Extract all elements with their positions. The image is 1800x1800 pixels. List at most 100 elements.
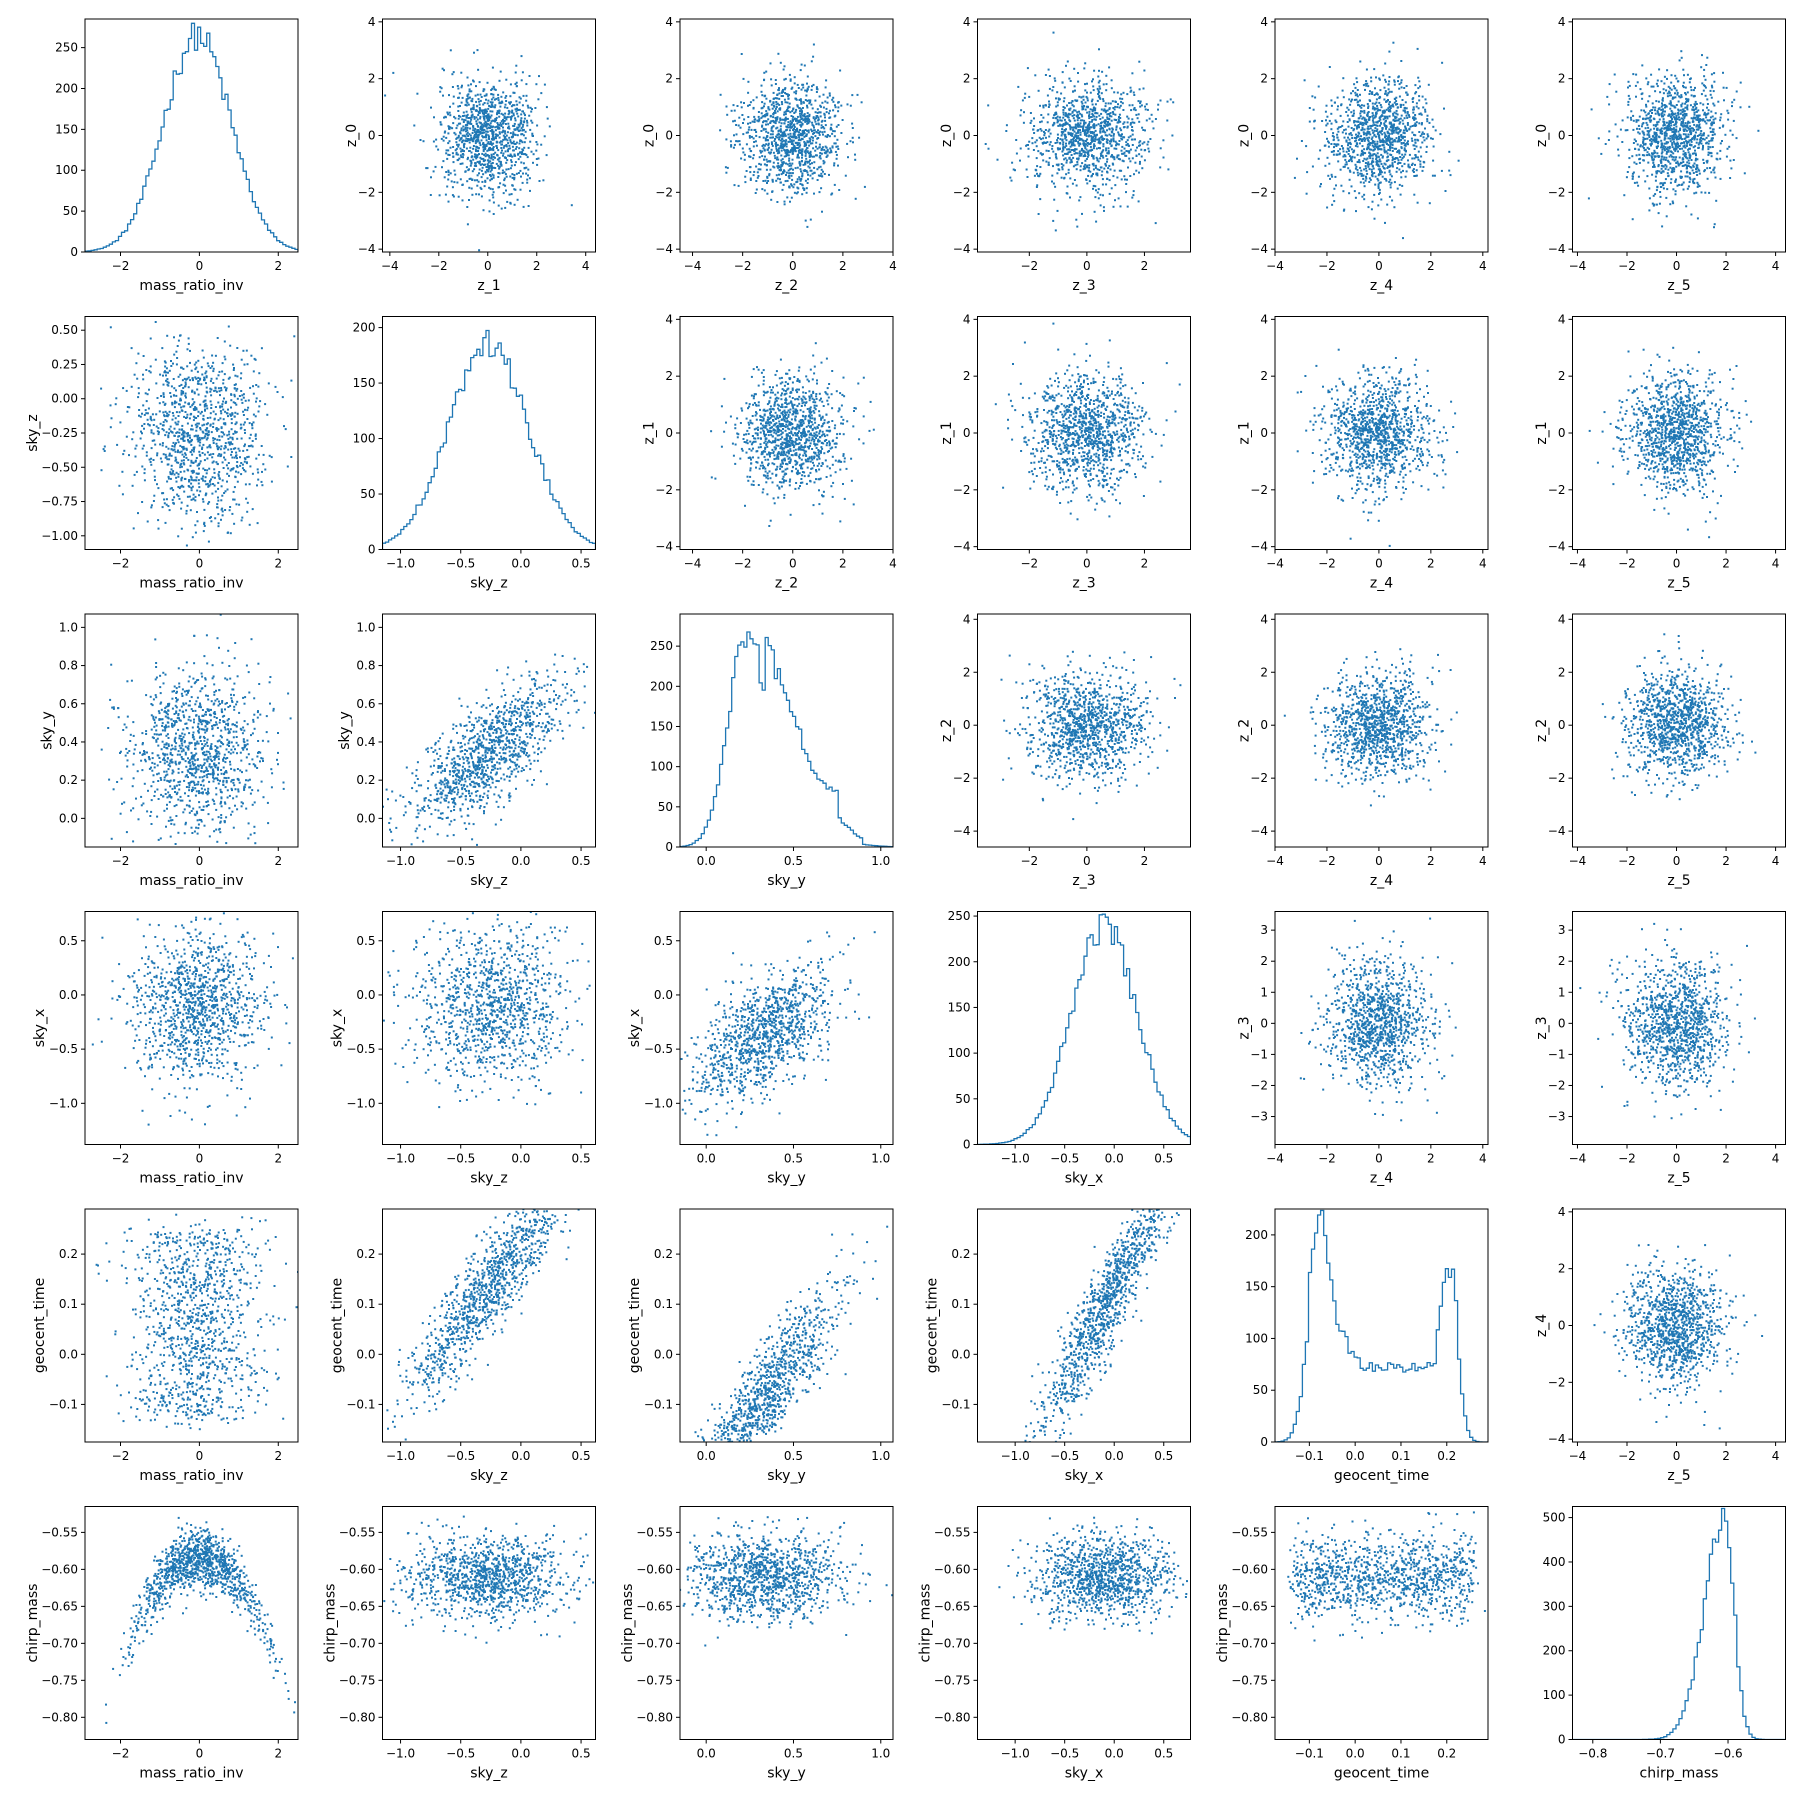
scatter-point xyxy=(1376,109,1379,112)
scatter-point xyxy=(461,118,464,121)
scatter-point xyxy=(453,131,456,134)
scatter-point xyxy=(479,122,482,125)
scatter-point xyxy=(1389,173,1392,176)
scatter-point xyxy=(1391,156,1394,159)
scatter-point xyxy=(1159,99,1162,102)
scatter-point xyxy=(1126,93,1129,96)
scatter-point xyxy=(1368,151,1371,154)
scatter-point xyxy=(465,114,468,117)
scatter-point xyxy=(778,103,781,106)
scatter-point xyxy=(1348,118,1351,121)
scatter-point xyxy=(807,122,810,125)
scatter-point xyxy=(535,141,538,143)
scatter-point xyxy=(489,126,492,129)
scatter-point xyxy=(1084,89,1087,92)
scatter-point xyxy=(1071,100,1074,103)
scatter-point xyxy=(500,120,503,123)
scatter-point xyxy=(1082,127,1084,130)
scatter-point xyxy=(809,174,812,177)
scatter-point xyxy=(509,132,512,135)
scatter-point xyxy=(485,130,488,133)
scatter-point xyxy=(777,164,780,167)
scatter-point xyxy=(820,105,822,108)
scatter-point xyxy=(1104,105,1107,108)
scatter-point xyxy=(1400,139,1402,141)
scatter-point xyxy=(1385,139,1388,142)
scatter-point xyxy=(1362,151,1365,154)
scatter-point xyxy=(1681,102,1684,105)
scatter-point xyxy=(1015,152,1018,155)
scatter-point xyxy=(1114,113,1117,116)
scatter-point xyxy=(503,136,506,138)
scatter-point xyxy=(806,129,809,132)
scatter-point xyxy=(489,165,492,168)
scatter-point xyxy=(466,113,469,116)
scatter-point xyxy=(1686,108,1689,111)
scatter-point xyxy=(498,157,501,160)
scatter-point xyxy=(811,172,814,175)
scatter-point xyxy=(748,135,751,137)
scatter-point xyxy=(1106,160,1108,163)
scatter-point xyxy=(432,140,435,143)
scatter-point xyxy=(468,90,471,93)
scatter-point xyxy=(515,81,518,84)
scatter-point xyxy=(485,116,488,119)
scatter-point xyxy=(804,179,807,182)
scatter-point xyxy=(1626,171,1629,173)
scatter-point xyxy=(1360,138,1363,141)
scatter-point xyxy=(747,128,750,131)
scatter-point xyxy=(793,82,796,85)
scatter-point xyxy=(754,118,757,121)
scatter-point xyxy=(485,115,488,117)
scatter-point xyxy=(1084,163,1087,166)
scatter-point xyxy=(1413,133,1415,136)
scatter-point xyxy=(1657,140,1660,143)
scatter-point xyxy=(1355,135,1358,138)
scatter-point xyxy=(1067,151,1070,154)
scatter-point xyxy=(482,159,485,162)
scatter-point xyxy=(1381,165,1384,168)
scatter-point xyxy=(757,120,760,123)
scatter-point xyxy=(800,137,803,140)
scatter-point xyxy=(1092,139,1094,142)
scatter-point xyxy=(809,99,812,102)
scatter-point xyxy=(1332,194,1335,197)
scatter-point xyxy=(1393,83,1396,86)
scatter-point xyxy=(778,151,781,154)
scatter-point xyxy=(767,144,770,147)
scatter-point xyxy=(451,186,454,189)
scatter-point xyxy=(1098,169,1101,171)
scatter-point xyxy=(1706,177,1709,180)
scatter-point xyxy=(1371,107,1374,110)
scatter-point xyxy=(729,140,732,143)
scatter-point xyxy=(1404,153,1407,156)
scatter-point xyxy=(505,78,508,81)
scatter-point xyxy=(1668,128,1670,131)
scatter-point xyxy=(438,194,441,197)
scatter-point xyxy=(1607,139,1610,141)
scatter-point xyxy=(1097,160,1100,163)
scatter-point xyxy=(1401,157,1404,160)
scatter-point xyxy=(808,102,811,105)
scatter-point xyxy=(806,88,809,91)
scatter-point xyxy=(1697,143,1700,146)
scatter-point xyxy=(758,156,761,159)
scatter-point xyxy=(1080,100,1083,103)
scatter-point xyxy=(1355,137,1358,140)
scatter-point xyxy=(777,132,780,135)
scatter-point xyxy=(1380,148,1383,151)
scatter-point xyxy=(488,164,491,167)
scatter-point xyxy=(1027,155,1030,158)
scatter-point xyxy=(1039,198,1042,201)
scatter-point xyxy=(1039,166,1042,168)
scatter-point xyxy=(846,142,849,145)
scatter-point xyxy=(466,122,469,124)
scatter-point xyxy=(503,144,506,147)
scatter-point xyxy=(1371,165,1374,168)
plot-area xyxy=(1293,41,1460,240)
scatter-point xyxy=(1449,174,1452,177)
scatter-point xyxy=(831,98,834,101)
scatter-point xyxy=(454,173,457,176)
scatter-point xyxy=(1330,143,1333,145)
